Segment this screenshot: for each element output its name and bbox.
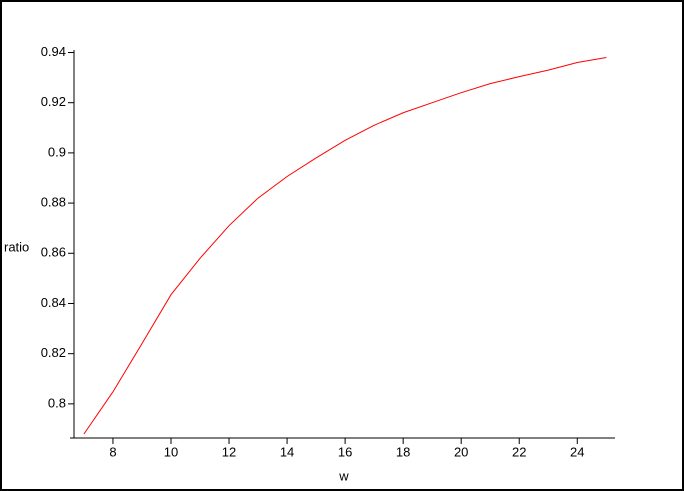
- x-tick-label: 14: [280, 444, 294, 459]
- data-line: [83, 57, 607, 435]
- y-tick-label: 0.94: [41, 44, 66, 59]
- x-tick-label: 20: [454, 444, 468, 459]
- x-tick-label: 18: [396, 444, 410, 459]
- y-tick-label: 0.88: [41, 195, 66, 210]
- x-tick-label: 10: [164, 444, 178, 459]
- x-axis-label: w: [338, 468, 349, 483]
- x-tick-label: 16: [338, 444, 352, 459]
- y-tick-label: 0.84: [41, 295, 66, 310]
- y-axis-label: ratio: [4, 239, 29, 254]
- x-tick-label: 12: [222, 444, 236, 459]
- y-tick-label: 0.8: [48, 395, 66, 410]
- y-tick-label: 0.9: [48, 144, 66, 159]
- y-tick-label: 0.92: [41, 94, 66, 109]
- x-tick-label: 24: [570, 444, 584, 459]
- y-tick-label: 0.86: [41, 245, 66, 260]
- x-tick-label: 22: [512, 444, 526, 459]
- y-tick-label: 0.82: [41, 345, 66, 360]
- x-tick-label: 8: [109, 444, 116, 459]
